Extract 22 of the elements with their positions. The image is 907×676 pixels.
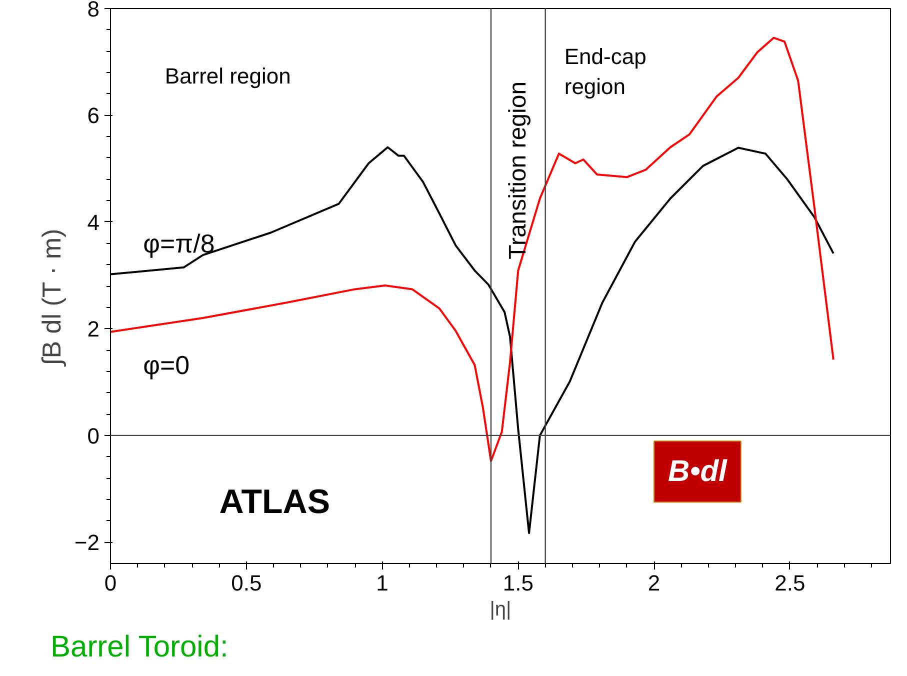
y-tick-label: 6: [87, 103, 100, 128]
x-tick-label: 2.5: [774, 570, 806, 596]
annotation: Transition region: [504, 81, 532, 260]
x-tick-label: 1.5: [502, 570, 534, 596]
annotation: Barrel region: [164, 64, 291, 89]
y-tick-label: 0: [87, 423, 100, 448]
x-tick-label: 1: [376, 570, 388, 596]
x-tick-label: 0.5: [231, 570, 262, 596]
x-axis-title: |η|: [490, 598, 512, 620]
y-tick-label: −2: [74, 530, 100, 556]
x-tick-label: 0: [104, 570, 117, 596]
y-axis-title: ∫B dl (T · m): [36, 228, 66, 368]
annotation: ATLAS: [219, 482, 330, 521]
series-label: φ=0: [143, 350, 190, 380]
y-tick-label: 2: [87, 316, 100, 342]
y-tick-label: 8: [87, 0, 100, 22]
annotation: B•dl: [668, 455, 728, 488]
y-tick-label: 4: [87, 210, 100, 235]
series-label: φ=π/8: [143, 228, 215, 258]
annotation: End-cap region: [564, 44, 646, 100]
text: Barrel Toroid:: [50, 630, 228, 664]
x-tick-label: 2: [648, 570, 660, 596]
